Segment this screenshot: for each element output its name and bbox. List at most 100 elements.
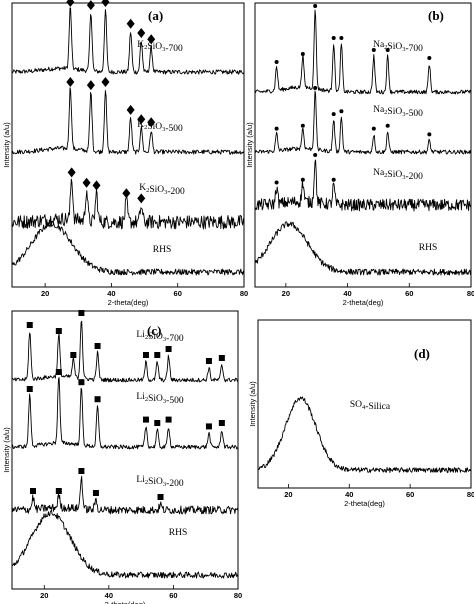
peak-marker-diamond bbox=[126, 18, 135, 29]
x-tick-label: 80 bbox=[467, 289, 474, 298]
peak-marker-diamond bbox=[101, 0, 110, 7]
x-tick-label: 60 bbox=[406, 490, 414, 499]
panel-frame bbox=[11, 2, 245, 288]
subscript: 2 bbox=[384, 109, 387, 116]
peak-marker-diamond bbox=[101, 77, 110, 87]
subscript: 2 bbox=[144, 44, 147, 51]
panel-letter: (c) bbox=[147, 323, 161, 338]
peak-marker-dot bbox=[274, 180, 279, 185]
peak-marker-diamond bbox=[66, 77, 75, 87]
series-1: Na2SiO3-500 bbox=[254, 86, 472, 155]
peak-marker-square bbox=[70, 352, 77, 358]
peak-marker-square bbox=[218, 420, 225, 426]
peak-marker-dot bbox=[313, 86, 318, 90]
label-part: SiO bbox=[149, 185, 164, 195]
x-tick-label: 80 bbox=[240, 289, 248, 298]
peak-marker-square bbox=[78, 379, 85, 386]
subscript: 3 bbox=[402, 111, 405, 118]
label-part: RHS bbox=[153, 245, 171, 255]
peak-marker-dot bbox=[371, 48, 376, 52]
series-label: Na2SiO3-700 bbox=[373, 40, 423, 54]
peak-marker-square bbox=[55, 369, 62, 375]
peak-marker-diamond bbox=[66, 0, 75, 7]
label-part: SiO bbox=[148, 477, 163, 487]
series-trace bbox=[257, 396, 472, 473]
peak-marker-diamond bbox=[67, 167, 76, 178]
series-trace bbox=[11, 178, 245, 230]
series-trace bbox=[11, 509, 239, 579]
series-2: Na2SiO3-200 bbox=[254, 153, 472, 212]
series-label: K2SiO3-200 bbox=[139, 183, 185, 197]
y-axis-label: Intensity (a/u) bbox=[2, 427, 11, 473]
x-axis-label: 2-theta(deg) bbox=[108, 298, 149, 307]
label-part: SiO bbox=[387, 107, 402, 117]
peak-marker-dot bbox=[300, 177, 305, 182]
label-part: Li bbox=[136, 475, 145, 485]
x-tick-label: 40 bbox=[345, 490, 353, 499]
subscript: 4 bbox=[362, 404, 366, 411]
subscript: 3 bbox=[163, 336, 166, 343]
x-tick-label: 40 bbox=[343, 289, 351, 298]
panel-letter: (d) bbox=[414, 346, 430, 361]
series-3: RHS bbox=[11, 509, 239, 579]
series-trace bbox=[11, 87, 245, 155]
x-tick-label: 40 bbox=[107, 289, 115, 298]
label-part: RHS bbox=[169, 528, 187, 538]
peak-marker-dot bbox=[313, 153, 318, 157]
label-part: SiO bbox=[387, 42, 402, 52]
panel-letter: (a) bbox=[148, 8, 163, 23]
series-label: Na2SiO3-200 bbox=[373, 168, 423, 182]
peak-marker-square bbox=[78, 468, 85, 474]
label-part: -500 bbox=[166, 396, 184, 406]
series-label: RHS bbox=[153, 245, 171, 255]
subscript: 2 bbox=[144, 124, 147, 131]
panel-b: (b) Intensity (a/u) 20 40 60 80 2-theta(deg) Na… bbox=[245, 2, 474, 307]
peak-marker-square bbox=[26, 322, 33, 328]
series-trace bbox=[254, 221, 472, 276]
peak-marker-dot bbox=[427, 56, 432, 60]
peak-marker-diamond bbox=[92, 180, 101, 191]
peak-marker-diamond bbox=[122, 188, 131, 199]
peak-marker-dot bbox=[385, 48, 390, 52]
series-1: K2SiO3-500 bbox=[11, 77, 245, 155]
peak-marker-dot bbox=[339, 109, 344, 114]
subscript: 2 bbox=[145, 334, 148, 341]
x-axis-label: 2-theta(deg) bbox=[343, 298, 384, 307]
peak-marker-square bbox=[142, 416, 149, 423]
series-trace bbox=[11, 377, 239, 450]
series-label: K2SiO3-700 bbox=[137, 40, 183, 54]
series-trace bbox=[254, 9, 472, 95]
series-trace bbox=[254, 159, 472, 212]
peak-marker-dot bbox=[385, 123, 390, 128]
label-part: -500 bbox=[165, 124, 183, 134]
peak-marker-square bbox=[55, 328, 62, 334]
series-label: Na2SiO3-500 bbox=[373, 105, 423, 119]
peak-marker-square bbox=[154, 420, 161, 426]
series-trace bbox=[254, 90, 472, 155]
x-tick-label: 40 bbox=[105, 591, 113, 600]
peak-marker-diamond bbox=[126, 104, 135, 115]
peak-marker-dot bbox=[339, 36, 344, 40]
y-axis-label: Intensity (a/u) bbox=[248, 381, 257, 427]
label-part: -Silica bbox=[365, 402, 391, 412]
x-tick-label: 60 bbox=[174, 289, 182, 298]
peak-marker-dot bbox=[274, 126, 279, 131]
label-part: RHS bbox=[419, 243, 437, 253]
x-tick-label: 60 bbox=[169, 591, 177, 600]
series-0: SO4-Silica bbox=[257, 396, 472, 473]
label-part: SiO bbox=[148, 332, 163, 342]
subscript: 3 bbox=[402, 174, 405, 181]
peak-marker-square bbox=[92, 490, 99, 496]
x-tick-label: 20 bbox=[41, 289, 49, 298]
label-part: Li bbox=[136, 392, 145, 402]
subscript: 3 bbox=[402, 46, 405, 53]
peak-marker-square bbox=[157, 494, 164, 500]
peak-marker-dot bbox=[427, 132, 432, 137]
peak-marker-square bbox=[78, 310, 85, 316]
label-part: -200 bbox=[167, 187, 185, 197]
peak-marker-dot bbox=[371, 126, 376, 131]
label-part: -200 bbox=[405, 172, 423, 182]
series-label: RHS bbox=[169, 528, 187, 538]
peak-marker-square bbox=[205, 358, 212, 364]
